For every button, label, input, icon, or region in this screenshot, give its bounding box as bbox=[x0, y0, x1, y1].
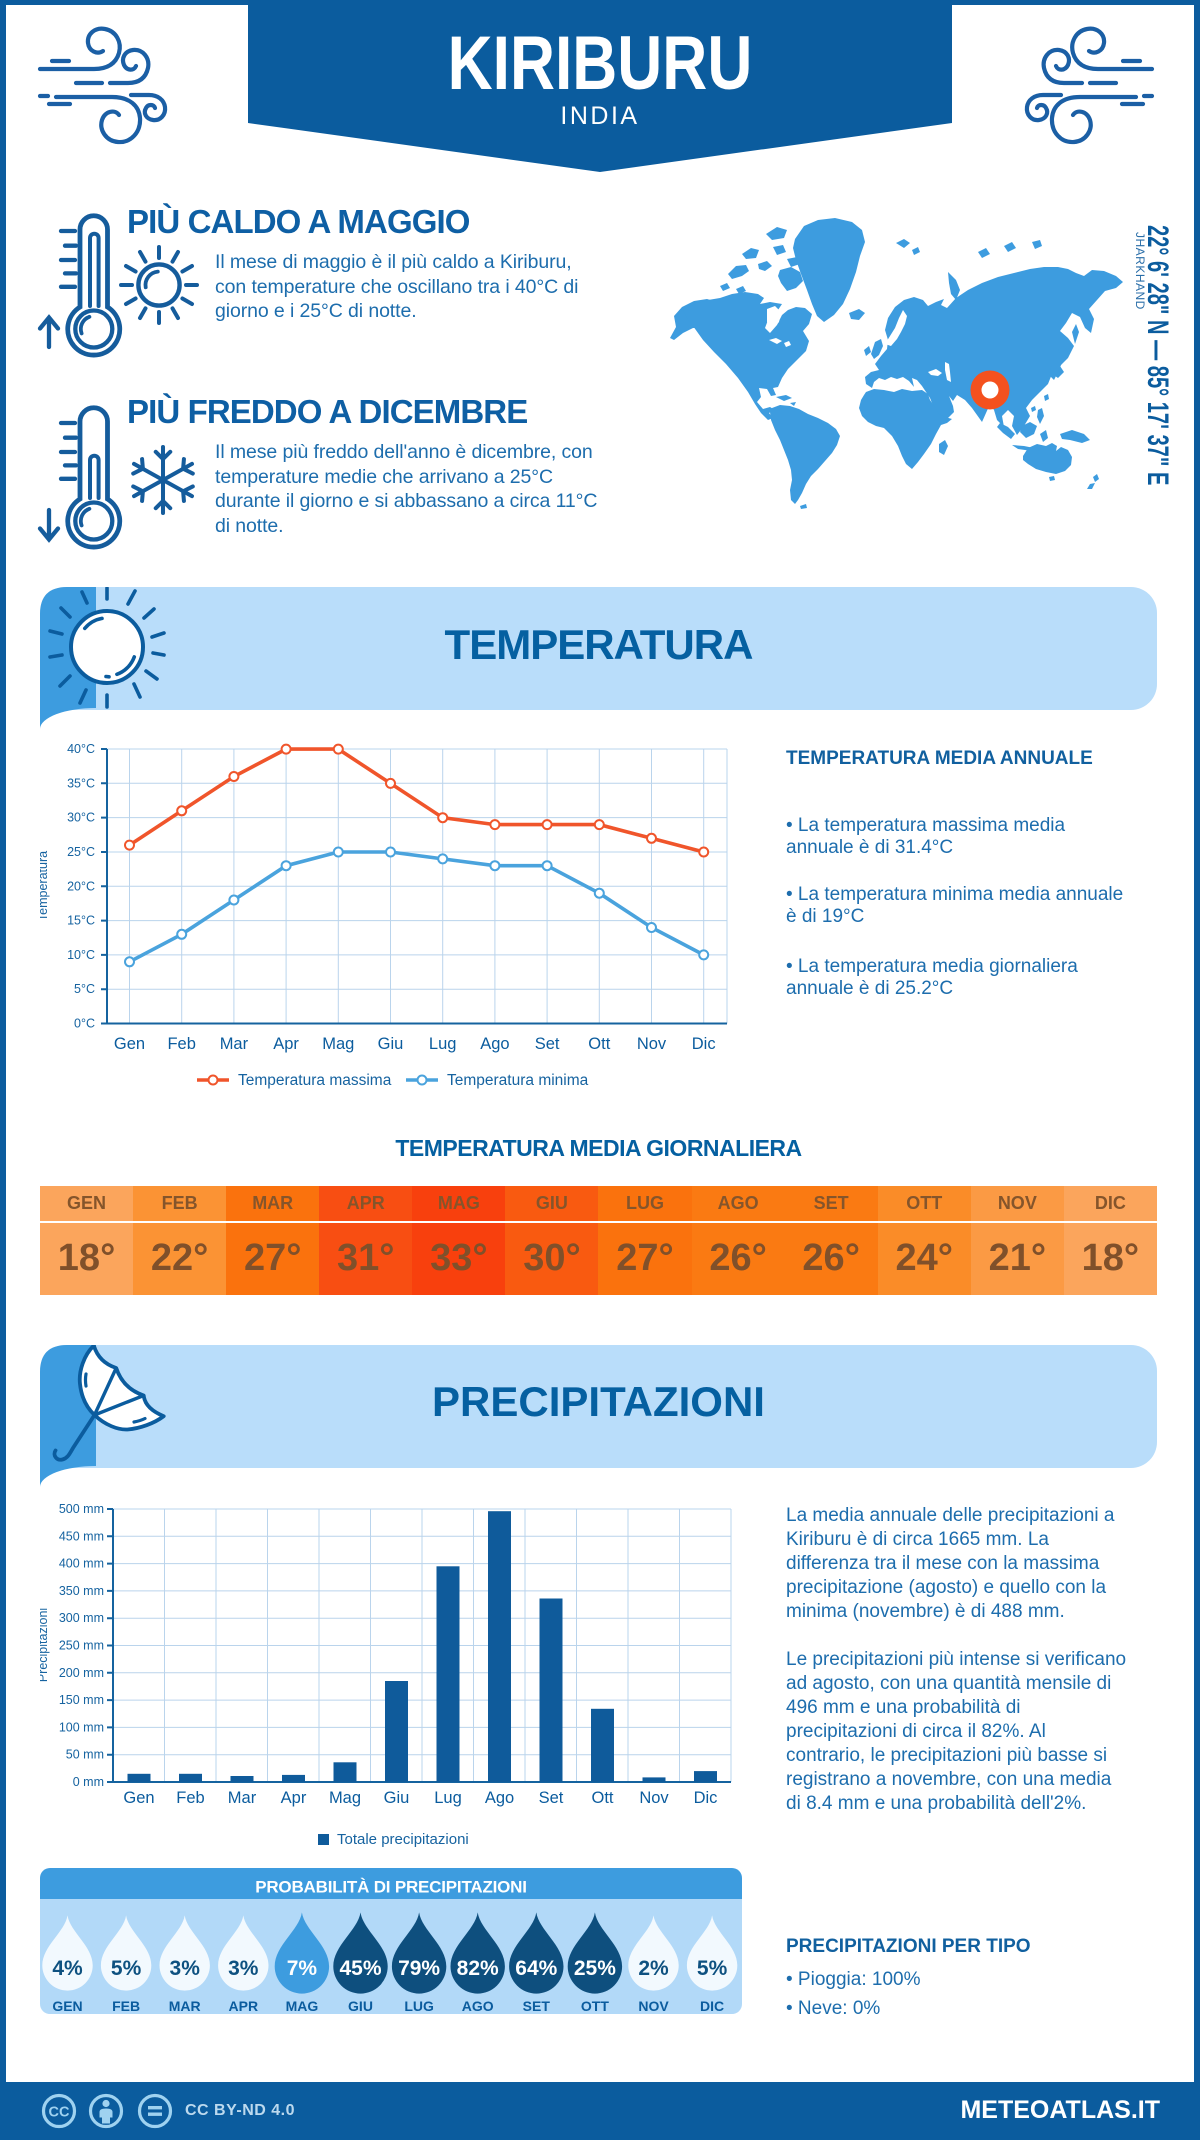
svg-text:15°C: 15°C bbox=[67, 914, 95, 928]
svg-text:PROBABILITÀ DI PRECIPITAZIONI: PROBABILITÀ DI PRECIPITAZIONI bbox=[255, 1877, 527, 1896]
svg-text:45%: 45% bbox=[339, 1957, 381, 1980]
svg-text:40°C: 40°C bbox=[67, 742, 95, 756]
svg-text:300 mm: 300 mm bbox=[59, 1611, 104, 1625]
svg-text:3%: 3% bbox=[170, 1957, 201, 1980]
svg-text:OTT: OTT bbox=[581, 1998, 609, 2014]
svg-text:0 mm: 0 mm bbox=[73, 1775, 104, 1789]
svg-text:Nov: Nov bbox=[639, 1789, 669, 1807]
svg-text:MAG: MAG bbox=[286, 1998, 319, 2014]
svg-text:200 mm: 200 mm bbox=[59, 1666, 104, 1680]
svg-text:GIU: GIU bbox=[348, 1998, 373, 2014]
svg-text:Temperatura minima: Temperatura minima bbox=[447, 1072, 589, 1089]
svg-text:100 mm: 100 mm bbox=[59, 1720, 104, 1734]
svg-text:Apr: Apr bbox=[281, 1789, 307, 1807]
svg-text:Dic: Dic bbox=[692, 1035, 716, 1053]
svg-text:Feb: Feb bbox=[167, 1035, 195, 1053]
svg-text:79%: 79% bbox=[398, 1957, 440, 1980]
svg-text:3%: 3% bbox=[228, 1957, 259, 1980]
svg-text:Ago: Ago bbox=[485, 1789, 514, 1807]
svg-text:Temperatura: Temperatura bbox=[40, 851, 50, 921]
svg-text:Giu: Giu bbox=[378, 1035, 404, 1053]
svg-text:7%: 7% bbox=[287, 1957, 318, 1980]
svg-text:82%: 82% bbox=[457, 1957, 499, 1980]
svg-text:250 mm: 250 mm bbox=[59, 1639, 104, 1653]
svg-text:MAR: MAR bbox=[169, 1998, 201, 2014]
svg-text:Dic: Dic bbox=[694, 1789, 718, 1807]
svg-text:Giu: Giu bbox=[384, 1789, 410, 1807]
svg-text:5%: 5% bbox=[697, 1957, 728, 1980]
svg-text:35°C: 35°C bbox=[67, 776, 95, 790]
svg-text:Lug: Lug bbox=[434, 1789, 462, 1807]
svg-text:30°C: 30°C bbox=[67, 811, 95, 825]
svg-text:Lug: Lug bbox=[429, 1035, 457, 1053]
svg-text:5%: 5% bbox=[111, 1957, 142, 1980]
svg-text:Precipitazioni: Precipitazioni bbox=[40, 1608, 50, 1682]
svg-text:150 mm: 150 mm bbox=[59, 1693, 104, 1707]
svg-text:LUG: LUG bbox=[404, 1998, 434, 2014]
svg-text:AGO: AGO bbox=[462, 1998, 494, 2014]
svg-text:Mar: Mar bbox=[220, 1035, 249, 1053]
svg-text:Set: Set bbox=[539, 1789, 564, 1807]
svg-text:450 mm: 450 mm bbox=[59, 1529, 104, 1543]
svg-text:Feb: Feb bbox=[176, 1789, 204, 1807]
svg-text:Gen: Gen bbox=[114, 1035, 145, 1053]
svg-text:Totale precipitazioni: Totale precipitazioni bbox=[337, 1831, 469, 1848]
svg-text:500 mm: 500 mm bbox=[59, 1502, 104, 1516]
svg-text:10°C: 10°C bbox=[67, 948, 95, 962]
svg-text:Ott: Ott bbox=[588, 1035, 610, 1053]
svg-text:4%: 4% bbox=[52, 1957, 83, 1980]
svg-text:CC: CC bbox=[49, 2105, 70, 2121]
svg-text:Set: Set bbox=[535, 1035, 560, 1053]
svg-text:APR: APR bbox=[229, 1998, 259, 2014]
svg-text:Temperatura massima: Temperatura massima bbox=[238, 1072, 392, 1089]
svg-text:2%: 2% bbox=[638, 1957, 669, 1980]
svg-text:0°C: 0°C bbox=[74, 1017, 95, 1031]
svg-text:Ott: Ott bbox=[591, 1789, 613, 1807]
svg-text:50 mm: 50 mm bbox=[66, 1748, 104, 1762]
svg-text:Ago: Ago bbox=[480, 1035, 509, 1053]
svg-text:NOV: NOV bbox=[638, 1998, 669, 2014]
svg-text:Mag: Mag bbox=[322, 1035, 354, 1053]
svg-text:FEB: FEB bbox=[112, 1998, 140, 2014]
svg-text:5°C: 5°C bbox=[74, 982, 95, 996]
svg-text:350 mm: 350 mm bbox=[59, 1584, 104, 1598]
svg-text:64%: 64% bbox=[515, 1957, 557, 1980]
svg-text:SET: SET bbox=[523, 1998, 551, 2014]
svg-text:Gen: Gen bbox=[123, 1789, 154, 1807]
svg-text:25°C: 25°C bbox=[67, 845, 95, 859]
svg-text:GEN: GEN bbox=[52, 1998, 82, 2014]
svg-text:25%: 25% bbox=[574, 1957, 616, 1980]
svg-text:Mag: Mag bbox=[329, 1789, 361, 1807]
svg-text:Apr: Apr bbox=[273, 1035, 299, 1053]
svg-text:Nov: Nov bbox=[637, 1035, 667, 1053]
svg-text:20°C: 20°C bbox=[67, 879, 95, 893]
svg-text:DIC: DIC bbox=[700, 1998, 724, 2014]
svg-text:Mar: Mar bbox=[228, 1789, 257, 1807]
svg-text:400 mm: 400 mm bbox=[59, 1557, 104, 1571]
